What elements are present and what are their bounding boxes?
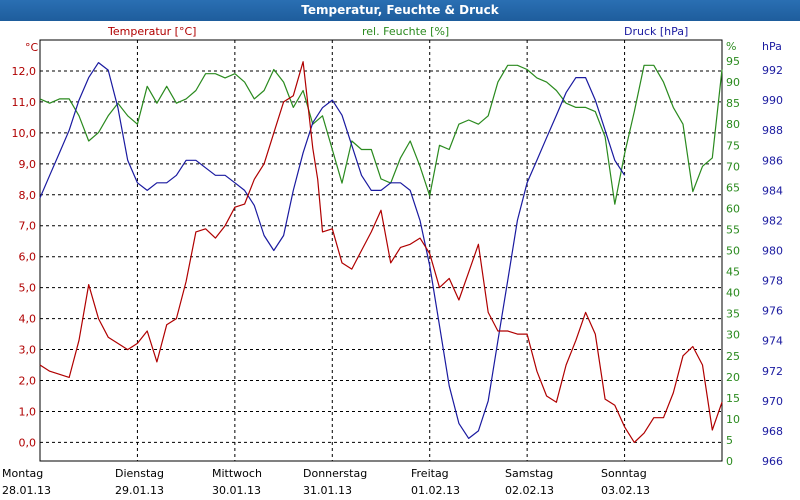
- humidity-tick: 40: [726, 287, 740, 300]
- temperature-tick: 1,0: [19, 405, 37, 418]
- pressure-tick: 992: [762, 64, 783, 77]
- humidity-tick: 5: [726, 434, 733, 447]
- humidity-tick: 70: [726, 160, 740, 173]
- humidity-tick: 0: [726, 455, 733, 468]
- humidity-tick: 75: [726, 139, 740, 152]
- pressure-tick: 990: [762, 94, 783, 107]
- humidity-tick: 50: [726, 245, 740, 258]
- day-name: Montag: [2, 467, 43, 480]
- temperature-header: Temperatur [°C]: [107, 25, 196, 38]
- series-lines: [39, 61, 723, 443]
- weather-chart: °C 0,0 1,0 2,0 3,0 4,0 5,0 6,0 7,0 8,0 9,0 10,0 11,0…: [2, 25, 783, 497]
- day-date: 02.02.13: [505, 484, 554, 497]
- humidity-tick: 55: [726, 223, 740, 236]
- pressure-axis: hPa 966 968 970 972 974 976 978 980 982 984 986 988 9…: [762, 40, 783, 468]
- series-headers: Temperatur [°C] rel. Feuchte [%] Druck [hP…: [107, 25, 688, 38]
- humidity-tick: 45: [726, 266, 740, 279]
- humidity-unit: %: [726, 40, 736, 53]
- day-date: 03.02.13: [601, 484, 650, 497]
- day-name: Sonntag: [601, 467, 647, 480]
- pressure-tick: 972: [762, 365, 783, 378]
- temperature-tick: 12,0: [12, 65, 37, 78]
- temperature-tick: 6,0: [19, 251, 37, 264]
- day-labels: Montag 28.01.13 Dienstag 29.01.13 Mittwoch 30…: [2, 467, 650, 497]
- day-date: 28.01.13: [2, 484, 51, 497]
- pressure-tick: 976: [762, 305, 783, 318]
- pressure-unit: hPa: [762, 40, 782, 53]
- day-date: 30.01.13: [212, 484, 261, 497]
- temperature-tick: 5,0: [19, 282, 37, 295]
- humidity-tick: 60: [726, 202, 740, 215]
- temperature-tick: 11,0: [12, 96, 37, 109]
- humidity-tick: 30: [726, 329, 740, 342]
- pressure-tick: 984: [762, 184, 783, 197]
- pressure-tick: 988: [762, 124, 783, 137]
- humidity-tick: 85: [726, 97, 740, 110]
- pressure-tick: 980: [762, 245, 783, 258]
- window-title: Temperatur, Feuchte & Druck: [0, 0, 800, 21]
- temperature-tick: 8,0: [19, 189, 37, 202]
- humidity-tick: 95: [726, 55, 740, 68]
- pressure-tick: 970: [762, 395, 783, 408]
- temperature-tick: 10,0: [12, 127, 37, 140]
- day-name: Dienstag: [115, 467, 164, 480]
- day-name: Mittwoch: [212, 467, 262, 480]
- humidity-tick: 65: [726, 181, 740, 194]
- day-date: 31.01.13: [303, 484, 352, 497]
- pressure-tick: 974: [762, 335, 783, 348]
- day-date: 01.02.13: [411, 484, 460, 497]
- humidity-tick: 90: [726, 76, 740, 89]
- temperature-tick: 4,0: [19, 313, 37, 326]
- temperature-tick: 2,0: [19, 375, 37, 388]
- humidity-tick: 35: [726, 308, 740, 321]
- humidity-axis: % 0 5 10 15 20 25 30 35 40 45 50 55 60 65 70 75 80 85 90 95: [726, 40, 740, 468]
- day-name: Samstag: [505, 467, 553, 480]
- pressure-tick: 986: [762, 154, 783, 167]
- day-date: 29.01.13: [115, 484, 164, 497]
- humidity-tick: 80: [726, 118, 740, 131]
- temperature-unit: °C: [25, 41, 39, 54]
- humidity-tick: 10: [726, 413, 740, 426]
- pressure-tick: 978: [762, 275, 783, 288]
- pressure-tick: 982: [762, 214, 783, 227]
- temperature-tick: 7,0: [19, 220, 37, 233]
- humidity-line: [39, 64, 723, 205]
- humidity-tick: 25: [726, 350, 740, 363]
- chart-grid: [39, 39, 723, 462]
- pressure-tick: 968: [762, 425, 783, 438]
- temperature-line: [39, 61, 723, 443]
- pressure-tick: 966: [762, 455, 783, 468]
- temperature-tick: 9,0: [19, 158, 37, 171]
- humidity-tick: 20: [726, 371, 740, 384]
- plot-frame: [39, 39, 723, 462]
- temperature-axis: °C 0,0 1,0 2,0 3,0 4,0 5,0 6,0 7,0 8,0 9,0 10,0 11,0…: [12, 41, 39, 449]
- temperature-tick: 3,0: [19, 344, 37, 357]
- temperature-tick: 0,0: [19, 436, 37, 449]
- day-name: Donnerstag: [303, 467, 367, 480]
- humidity-header: rel. Feuchte [%]: [362, 25, 449, 38]
- humidity-tick: 15: [726, 392, 740, 405]
- pressure-header: Druck [hPa]: [624, 25, 688, 38]
- pressure-line: [39, 61, 626, 439]
- day-name: Freitag: [411, 467, 449, 480]
